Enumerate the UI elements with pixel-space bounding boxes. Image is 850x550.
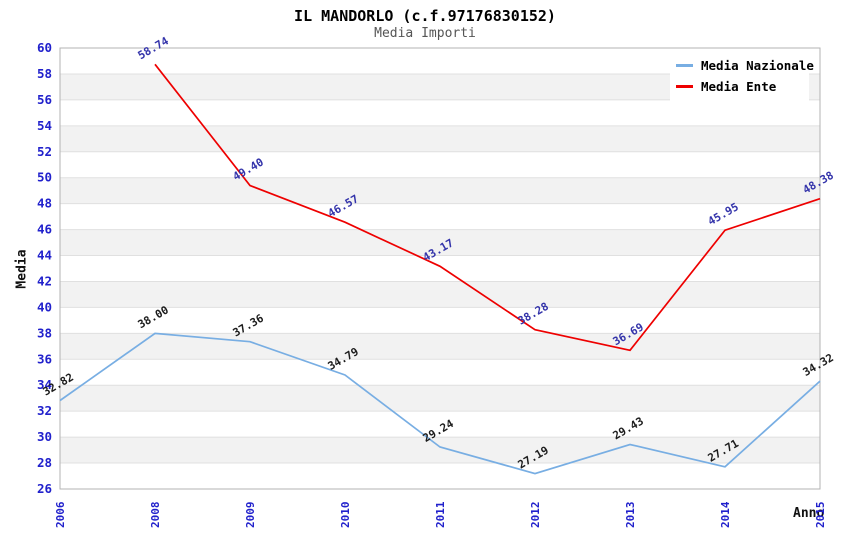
point-label: 58.74: [136, 34, 172, 62]
y-tick-label: 28: [37, 455, 52, 470]
media-nazionale-line-swatch: [676, 64, 693, 67]
legend-label-media-ente: Media Ente: [701, 79, 777, 94]
point-label: 45.95: [706, 200, 741, 228]
chart-title: IL MANDORLO (c.f.97176830152): [294, 7, 556, 25]
x-tick-label: 2012: [529, 502, 542, 529]
y-tick-label: 42: [37, 273, 52, 288]
y-tick-label: 44: [37, 248, 52, 263]
grid-band: [60, 229, 820, 256]
y-tick-label: 26: [37, 481, 52, 496]
y-tick-label: 56: [37, 92, 52, 107]
grid-band: [60, 437, 820, 464]
grid-band: [60, 125, 820, 152]
x-axis-title: Anno: [793, 506, 825, 521]
chart-subtitle: Media Importi: [374, 26, 476, 41]
y-tick-label: 38: [37, 325, 52, 340]
legend-item-media-nazionale: Media Nazionale: [670, 58, 814, 73]
y-tick-label: 50: [37, 170, 52, 185]
y-tick-label: 34: [37, 377, 52, 392]
y-tick-label: 32: [37, 403, 52, 418]
x-tick-label: 2006: [54, 501, 67, 528]
x-tick-label: 2013: [624, 502, 637, 529]
y-tick-label: 58: [37, 66, 52, 81]
y-tick-label: 36: [37, 351, 52, 366]
x-tick-label: 2015: [814, 502, 827, 529]
series-line-media-ente: [154, 63, 821, 352]
y-tick-label: 54: [37, 118, 52, 133]
x-tick-label: 2009: [244, 502, 257, 529]
x-tick-label: 2010: [339, 502, 352, 529]
grid-band: [60, 333, 820, 360]
y-tick-label: 52: [37, 144, 52, 159]
grid-band: [60, 385, 820, 412]
legend-label-media-nazionale: Media Nazionale: [701, 58, 814, 73]
plot-border: [59, 47, 821, 490]
grid-band: [60, 281, 820, 308]
legend-item-media-ente: Media Ente: [670, 79, 809, 94]
media-ente-line-swatch: [676, 85, 693, 88]
series-line-media-nazionale: [59, 332, 821, 475]
y-tick-label: 40: [37, 299, 52, 314]
y-tick-label: 48: [37, 196, 52, 211]
grid-band: [60, 177, 820, 204]
x-tick-label: 2011: [434, 501, 447, 528]
y-tick-label: 60: [37, 40, 52, 55]
legend: Media Nazionale Media Ente: [670, 51, 814, 101]
x-tick-label: 2014: [719, 501, 732, 528]
y-tick-label: 30: [37, 429, 52, 444]
y-tick-label: 46: [37, 222, 52, 237]
x-tick-label: 2008: [149, 502, 162, 529]
